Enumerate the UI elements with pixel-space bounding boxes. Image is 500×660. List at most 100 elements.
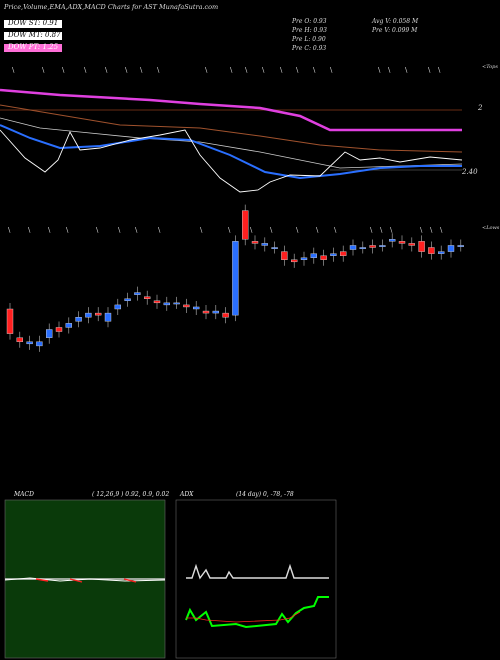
minus-di-line: [186, 611, 301, 623]
candle-body: [65, 323, 73, 328]
bottom-marker: \: [28, 226, 31, 234]
stat-prev-low: Pre L: 0.90: [292, 36, 326, 43]
candle-body: [124, 298, 131, 301]
ema-brown-line: [0, 104, 463, 153]
candle-body: [46, 329, 53, 338]
candle-body: [389, 239, 396, 242]
bottom-marker: \: [316, 226, 319, 234]
macd-lines: [4, 577, 166, 583]
chart-title: Price,Volume,EMA,ADX,MACD Charts for AST…: [4, 3, 219, 11]
bottom-marker: \: [135, 226, 138, 234]
plus-di-line: [185, 596, 329, 629]
candle-body: [340, 251, 347, 256]
lows-label: <Lows: [482, 225, 500, 231]
candle-body: [300, 257, 308, 260]
macd-histogram: [123, 578, 137, 583]
candle-body: [457, 245, 464, 247]
bottom-marker: \: [270, 226, 273, 234]
ema-grey-line: [0, 117, 463, 169]
top-marker: \: [205, 66, 208, 74]
macd-histogram: [35, 578, 49, 582]
candle-body: [291, 259, 298, 263]
bottom-marker: \: [390, 226, 393, 234]
top-marker: \: [42, 66, 45, 74]
stat-prev-volume: Pre V: 0.099 M: [372, 27, 418, 34]
top-markers: \ \ \ \ \ \ \ \ \ \ \ \ \ \ \ \ \ \ \ \ \: [12, 66, 441, 74]
bottom-marker: \: [430, 226, 433, 234]
adx-line: [186, 563, 329, 580]
candle-body: [212, 310, 220, 314]
candle-body: [75, 317, 82, 322]
top-marker: \: [330, 66, 333, 74]
candle-body: [447, 245, 455, 252]
candle-body: [104, 312, 112, 322]
stat-prev-open: Pre O: 0.93: [292, 18, 327, 25]
bottom-marker: \: [158, 226, 161, 234]
candle-body: [320, 255, 327, 260]
candle-body: [408, 243, 415, 246]
stat-avg-volume: Avg V: 0.058 M: [372, 18, 419, 25]
legend-label-pt: DOW PT: 1.25: [8, 43, 59, 51]
top-marker: \: [157, 66, 160, 74]
axis-label-2: 2: [478, 104, 483, 112]
bottom-marker: \: [200, 226, 203, 234]
top-marker: \: [230, 66, 233, 74]
top-marker: \: [12, 66, 15, 74]
candle-body: [232, 241, 239, 316]
bottom-marker: \: [334, 226, 337, 234]
top-marker: \: [262, 66, 265, 74]
tops-label: <Tops: [482, 64, 498, 70]
candle-body: [369, 245, 376, 248]
bottom-marker: \: [296, 226, 299, 234]
legend-swatch-mt: [4, 32, 62, 40]
bottom-marker: \: [370, 226, 373, 234]
bottom-marker: \: [118, 226, 121, 234]
candle-body: [55, 327, 63, 332]
candle-body: [6, 308, 14, 334]
bottom-marker: \: [440, 226, 443, 234]
top-marker: \: [388, 66, 391, 74]
candle-body: [241, 210, 249, 240]
top-marker: \: [140, 66, 143, 74]
bottom-marker: \: [48, 226, 51, 234]
bottom-marker: \: [380, 226, 383, 234]
candle-body: [398, 241, 406, 244]
candle-body: [16, 337, 23, 343]
candle-body: [310, 253, 317, 258]
candlesticks: [6, 204, 464, 352]
stat-prev-high: Pre H: 0.93: [292, 27, 327, 34]
candle-body: [438, 251, 445, 254]
adx-label: ADX: [180, 491, 194, 498]
stat-prev-close: Pre C: 0.93: [292, 45, 327, 52]
top-marker: \: [245, 66, 248, 74]
legend-swatch-st: [4, 20, 62, 28]
top-marker: \: [84, 66, 87, 74]
legend-swatch-pt: [4, 44, 62, 52]
legend-label-mt: DOW MT: 0.87: [8, 31, 61, 39]
top-marker: \: [125, 66, 128, 74]
adx-lines: [185, 563, 329, 629]
candle-body: [173, 302, 180, 305]
axis-label-240: 2.40: [462, 168, 478, 176]
candle-body: [330, 253, 337, 256]
legend-label-st: DOW ST: 0.91: [8, 19, 59, 27]
candle-body: [163, 302, 171, 306]
candle-body: [271, 247, 278, 249]
ema-magenta-line: [0, 88, 462, 132]
candle-body: [222, 312, 229, 318]
adx-panel: [175, 499, 337, 659]
candle-body: [143, 296, 151, 299]
top-marker: \: [378, 66, 381, 74]
candle-body: [251, 241, 259, 244]
adx-params: (14 day) 0, -78, -78: [236, 491, 294, 498]
candle-body: [202, 310, 210, 314]
candle-body: [85, 312, 92, 318]
bottom-marker: \: [420, 226, 423, 234]
ema-blue-line: [0, 124, 462, 180]
candle-body: [261, 243, 268, 246]
candle-body: [281, 251, 288, 261]
bottom-marker: \: [228, 226, 231, 234]
top-marker: \: [105, 66, 108, 74]
bottom-marker: \: [96, 226, 99, 234]
